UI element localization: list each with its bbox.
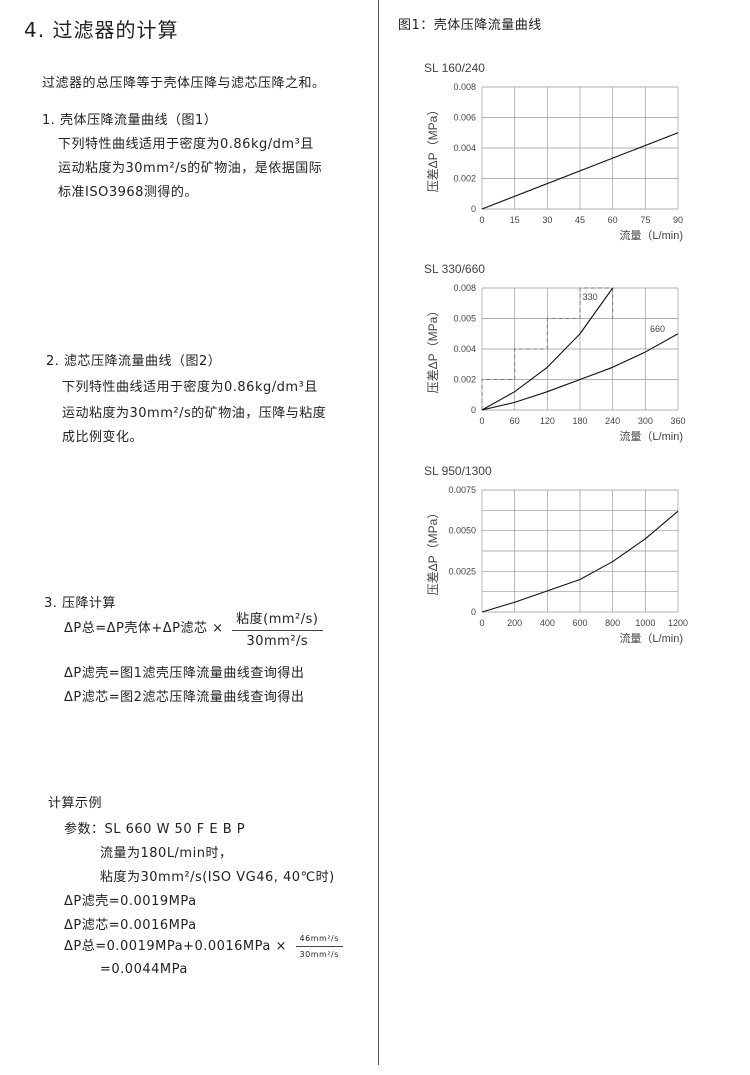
y-tick-label: 0.0050 <box>448 526 476 536</box>
fraction-denominator: 30mm²/s <box>246 634 309 649</box>
dp-total-text: ΔP总=0.0019MPa+0.0016MPa × <box>64 939 287 954</box>
x-tick-label: 600 <box>572 618 587 628</box>
example-dp-element: ΔP滤芯=0.0016MPa <box>64 918 197 933</box>
section1-line: 标准ISO3968测得的。 <box>58 185 198 200</box>
y-tick-label: 0.004 <box>453 143 476 153</box>
x-tick-label: 90 <box>673 215 683 225</box>
x-tick-label: 360 <box>670 416 685 426</box>
page-title: 4. 过滤器的计算 <box>24 18 179 42</box>
x-tick-label: 30 <box>542 215 552 225</box>
x-tick-label: 60 <box>608 215 618 225</box>
section3-line: ΔP滤壳=图1滤壳压降流量曲线查询得出 <box>64 666 305 681</box>
x-tick-label: 0 <box>479 618 484 628</box>
x-tick-label: 1200 <box>668 618 688 628</box>
series-label: 660 <box>650 324 665 334</box>
formula: ΔP总=ΔP壳体+ΔP滤芯 × 粘度(mm²/s) 30mm²/s <box>64 608 323 649</box>
figure-heading: 图1：壳体压降流量曲线 <box>398 18 542 33</box>
y-tick-label: 0.0025 <box>448 566 476 576</box>
y-tick-label: 0.002 <box>453 375 476 385</box>
chart-title: SL 160/240 <box>424 61 485 75</box>
formula-text: ΔP总=ΔP壳体+ΔP滤芯 × <box>64 621 224 636</box>
x-tick-label: 120 <box>540 416 555 426</box>
y-tick-label: 0.005 <box>453 314 476 324</box>
example-dp-total: ΔP总=0.0019MPa+0.0016MPa × 46mm²/s 30mm²/s <box>64 934 343 959</box>
x-tick-label: 800 <box>605 618 620 628</box>
x-tick-label: 400 <box>540 618 555 628</box>
y-tick-label: 0.008 <box>453 283 476 293</box>
x-tick-label: 15 <box>510 215 520 225</box>
section1-line: 下列特性曲线适用于密度为0.86kg/dm³且 <box>58 137 314 152</box>
section1-line: 运动粘度为30mm²/s的矿物油，是依据国际 <box>58 161 323 176</box>
y-axis-label: 压差ΔP（MPa） <box>426 305 440 394</box>
section2-heading: 2. 滤芯压降流量曲线（图2） <box>46 354 222 369</box>
x-axis-label: 流量（L/min) <box>619 228 683 242</box>
example-dp-shell: ΔP滤壳=0.0019MPa <box>64 894 197 909</box>
fraction-denominator: 30mm²/s <box>299 950 339 959</box>
y-tick-label: 0 <box>471 607 476 617</box>
y-tick-label: 0.004 <box>453 344 476 354</box>
example-flow: 流量为180L/min时， <box>100 846 233 861</box>
y-tick-label: 0 <box>471 405 476 415</box>
section2-line: 下列特性曲线适用于密度为0.86kg/dm³且 <box>62 380 318 395</box>
intro-text: 过滤器的总压降等于壳体压降与滤芯压降之和。 <box>42 76 326 91</box>
column-divider <box>378 0 379 1065</box>
x-tick-label: 45 <box>575 215 585 225</box>
y-tick-label: 0.002 <box>453 174 476 184</box>
x-axis-label: 流量（L/min) <box>619 429 683 443</box>
example-heading: 计算示例 <box>48 796 103 811</box>
section3-heading: 3. 压降计算 <box>44 596 117 611</box>
series-line <box>481 132 679 210</box>
x-tick-label: 0 <box>479 215 484 225</box>
y-tick-label: 0.0075 <box>448 485 476 495</box>
example-params: 参数：SL 660 W 50 F E B P <box>64 822 246 837</box>
series-line <box>481 510 679 613</box>
x-tick-label: 200 <box>507 618 522 628</box>
series-line <box>481 333 679 411</box>
section2-line: 成比例变化。 <box>62 430 144 445</box>
y-tick-label: 0.006 <box>453 113 476 123</box>
y-tick-label: 0 <box>471 204 476 214</box>
section2-line: 运动粘度为30mm²/s的矿物油，压降与粘度 <box>62 406 327 421</box>
y-tick-label: 0.008 <box>453 82 476 92</box>
x-tick-label: 180 <box>572 416 587 426</box>
formula-fraction: 粘度(mm²/s) 30mm²/s <box>232 608 323 649</box>
x-tick-label: 60 <box>510 416 520 426</box>
series-line <box>481 287 614 411</box>
y-axis-label: 压差ΔP（MPa） <box>426 104 440 193</box>
x-axis-label: 流量（L/min) <box>619 631 683 645</box>
example-result: =0.0044MPa <box>100 962 188 977</box>
fraction-numerator: 粘度(mm²/s) <box>232 608 323 631</box>
x-tick-label: 0 <box>479 416 484 426</box>
x-tick-label: 1000 <box>635 618 655 628</box>
x-tick-label: 300 <box>638 416 653 426</box>
section3-line: ΔP滤芯=图2滤芯压降流量曲线查询得出 <box>64 690 305 705</box>
example-fraction: 46mm²/s 30mm²/s <box>295 934 343 959</box>
y-axis-label: 压差ΔP（MPa） <box>426 507 440 596</box>
x-tick-label: 75 <box>640 215 650 225</box>
fraction-numerator: 46mm²/s <box>295 934 343 947</box>
chart-title: SL 950/1300 <box>424 464 492 478</box>
x-tick-label: 240 <box>605 416 620 426</box>
guide-dashed-line <box>481 287 614 410</box>
example-viscosity: 粘度为30mm²/s(ISO VG46, 40℃时) <box>100 870 335 885</box>
series-label: 330 <box>583 292 598 302</box>
section1-heading: 1. 壳体压降流量曲线（图1） <box>42 113 218 128</box>
chart-title: SL 330/660 <box>424 262 485 276</box>
